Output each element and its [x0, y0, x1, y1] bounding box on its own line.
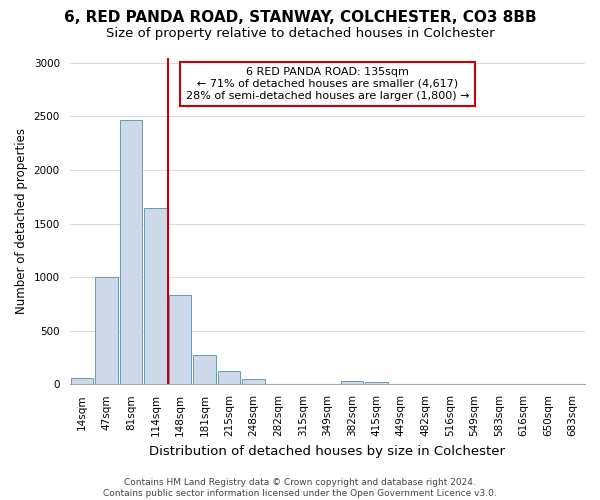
Bar [169, 296, 191, 384]
X-axis label: Distribution of detached houses by size in Colchester: Distribution of detached houses by size … [149, 444, 505, 458]
Bar [119, 120, 142, 384]
Bar [341, 380, 363, 384]
Text: Contains HM Land Registry data © Crown copyright and database right 2024.
Contai: Contains HM Land Registry data © Crown c… [103, 478, 497, 498]
Bar [218, 372, 241, 384]
Bar [242, 379, 265, 384]
Y-axis label: Number of detached properties: Number of detached properties [15, 128, 28, 314]
Text: 6 RED PANDA ROAD: 135sqm
← 71% of detached houses are smaller (4,617)
28% of sem: 6 RED PANDA ROAD: 135sqm ← 71% of detach… [185, 68, 469, 100]
Bar [71, 378, 93, 384]
Bar [193, 356, 216, 384]
Bar [365, 382, 388, 384]
Text: Size of property relative to detached houses in Colchester: Size of property relative to detached ho… [106, 28, 494, 40]
Bar [95, 277, 118, 384]
Bar [144, 208, 167, 384]
Text: 6, RED PANDA ROAD, STANWAY, COLCHESTER, CO3 8BB: 6, RED PANDA ROAD, STANWAY, COLCHESTER, … [64, 10, 536, 25]
